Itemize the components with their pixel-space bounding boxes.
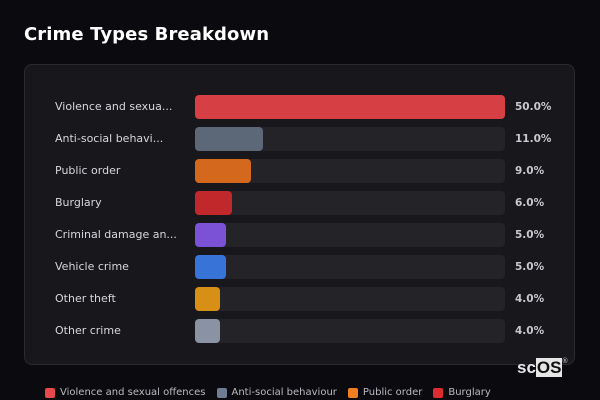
bar-fill[interactable] bbox=[195, 287, 220, 311]
bar-track bbox=[195, 255, 505, 279]
legend-label: Anti-social behaviour bbox=[231, 387, 337, 398]
legend-label: Violence and sexual offences bbox=[60, 387, 206, 398]
bar-row: Vehicle crime 5.0% bbox=[25, 255, 574, 279]
bar-row: Violence and sexua... 50.0% bbox=[25, 95, 574, 119]
bar-value: 5.0% bbox=[515, 261, 545, 273]
scos-logo: scOS® bbox=[517, 358, 568, 378]
legend-swatch-icon bbox=[45, 387, 55, 398]
bar-value: 50.0% bbox=[515, 101, 552, 113]
bar-track bbox=[195, 127, 505, 151]
legend-swatch-icon bbox=[347, 387, 358, 398]
chart-card: Violence and sexua... 50.0% Anti-social be… bbox=[24, 64, 575, 365]
bar-track bbox=[195, 159, 505, 183]
chart-legend: Violence and sexual offences Anti-social … bbox=[45, 387, 491, 398]
bar-fill[interactable] bbox=[195, 95, 505, 119]
bar-fill[interactable] bbox=[195, 127, 264, 151]
bar-label: Other crime bbox=[55, 324, 121, 337]
bar-row: Criminal damage an... 5.0% bbox=[25, 223, 574, 247]
bar-label: Criminal damage an... bbox=[55, 228, 177, 241]
legend-label: Burglary bbox=[448, 387, 491, 398]
bar-track bbox=[195, 319, 505, 343]
bar-value: 11.0% bbox=[515, 133, 552, 145]
bar-label: Anti-social behavi... bbox=[55, 132, 164, 145]
bar-row: Other crime 4.0% bbox=[25, 319, 574, 343]
legend-swatch-icon bbox=[433, 387, 444, 398]
bar-track bbox=[195, 95, 505, 119]
bar-fill[interactable] bbox=[195, 255, 226, 279]
legend-item[interactable]: Violence and sexual offences bbox=[45, 387, 206, 398]
bar-label: Other theft bbox=[55, 292, 116, 305]
legend-item[interactable]: Anti-social behaviour bbox=[216, 387, 337, 398]
legend-swatch-icon bbox=[216, 387, 227, 398]
bar-fill[interactable] bbox=[195, 319, 220, 343]
bar-value: 6.0% bbox=[515, 197, 545, 209]
bar-fill[interactable] bbox=[195, 159, 251, 183]
legend-label: Public order bbox=[362, 387, 423, 398]
bar-label: Vehicle crime bbox=[55, 260, 129, 273]
bar-label: Public order bbox=[55, 164, 121, 177]
legend-item[interactable]: Burglary bbox=[433, 387, 491, 398]
bar-fill[interactable] bbox=[195, 223, 226, 247]
bar-row: Public order 9.0% bbox=[25, 159, 574, 183]
bar-track bbox=[195, 191, 505, 215]
bar-value: 4.0% bbox=[515, 325, 545, 337]
bar-label: Burglary bbox=[55, 196, 102, 209]
bar-value: 9.0% bbox=[515, 165, 545, 177]
bar-row: Other theft 4.0% bbox=[25, 287, 574, 311]
bar-fill[interactable] bbox=[195, 191, 233, 215]
bar-track bbox=[195, 287, 505, 311]
logo-text-left: sc bbox=[517, 358, 536, 377]
registered-mark: ® bbox=[562, 358, 568, 365]
logo-text-right: OS bbox=[535, 358, 563, 377]
chart-title: Crime Types Breakdown bbox=[24, 24, 270, 45]
bar-value: 4.0% bbox=[515, 293, 545, 305]
bar-row: Anti-social behavi... 11.0% bbox=[25, 127, 574, 151]
legend-item[interactable]: Public order bbox=[347, 387, 423, 398]
bar-value: 5.0% bbox=[515, 229, 545, 241]
bar-track bbox=[195, 223, 505, 247]
bar-label: Violence and sexua... bbox=[55, 100, 173, 113]
bar-row: Burglary 6.0% bbox=[25, 191, 574, 215]
